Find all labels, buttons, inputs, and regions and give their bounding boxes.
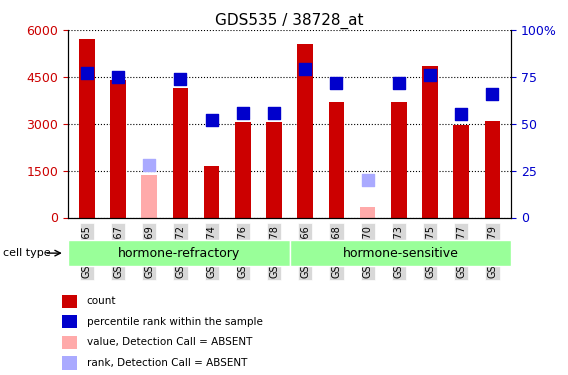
Point [270, 110, 279, 116]
Point [207, 117, 216, 123]
Text: value, Detection Call = ABSENT: value, Detection Call = ABSENT [87, 338, 252, 347]
Bar [62, 336, 77, 349]
Bar [298, 44, 313, 218]
Text: hormone-sensitive: hormone-sensitive [343, 247, 458, 259]
Point [300, 66, 310, 72]
Point [394, 80, 403, 86]
Point [332, 80, 341, 86]
Text: rank, Detection Call = ABSENT: rank, Detection Call = ABSENT [87, 358, 247, 368]
Bar [110, 80, 126, 218]
Point [425, 72, 435, 78]
Point [176, 76, 185, 82]
Text: hormone-refractory: hormone-refractory [118, 247, 240, 259]
FancyBboxPatch shape [68, 240, 290, 266]
Bar [360, 207, 375, 218]
Bar [79, 39, 95, 218]
Bar [485, 121, 500, 218]
Text: count: count [87, 296, 116, 306]
Bar [173, 88, 188, 218]
Bar [235, 122, 250, 218]
Bar [266, 122, 282, 218]
Bar [204, 166, 219, 218]
Bar [422, 66, 438, 218]
Bar [453, 125, 469, 218]
Title: GDS535 / 38728_at: GDS535 / 38728_at [215, 12, 364, 28]
Point [239, 110, 248, 116]
Point [145, 162, 154, 168]
Point [457, 111, 466, 117]
Point [363, 177, 372, 183]
Point [488, 91, 497, 97]
Bar [391, 102, 407, 218]
FancyBboxPatch shape [290, 240, 511, 266]
Bar [62, 356, 77, 370]
Bar [329, 102, 344, 218]
Point [114, 74, 123, 80]
Bar [62, 294, 77, 308]
Bar [141, 176, 157, 217]
Text: cell type: cell type [3, 248, 51, 258]
Text: percentile rank within the sample: percentile rank within the sample [87, 317, 262, 327]
Point [82, 70, 91, 76]
Bar [62, 315, 77, 328]
